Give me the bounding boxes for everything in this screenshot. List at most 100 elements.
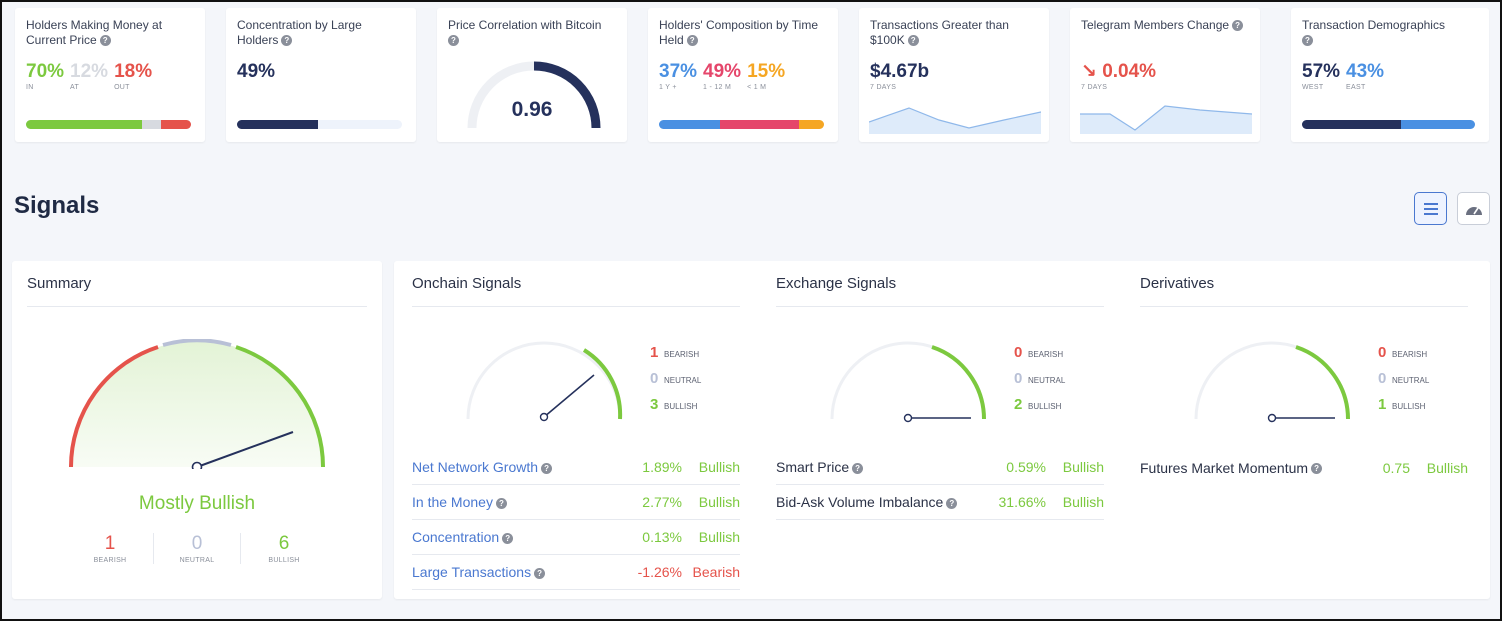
concentration-bar xyxy=(237,120,402,129)
signal-status: Bullish xyxy=(698,459,740,475)
signal-name[interactable]: Concentration xyxy=(412,529,500,545)
list-view-button[interactable] xyxy=(1414,192,1447,225)
holders-money-bar xyxy=(26,120,191,129)
exchange-neutral-count: 0 xyxy=(1014,370,1023,387)
signal-name[interactable]: Large Transactions xyxy=(412,564,532,580)
metric-card-correlation: Price Correlation with Bitcoin? 0.96 xyxy=(437,8,627,142)
signal-name[interactable]: Net Network Growth xyxy=(412,459,539,475)
signal-row-futures-market-momentum[interactable]: Futures Market Momentum? 0.75 Bullish xyxy=(1140,450,1468,485)
onchain-neutral-label: NEUTRAL xyxy=(664,376,702,385)
signal-row-bid-ask-volume-imbalance[interactable]: Bid-Ask Volume Imbalance? 31.66% Bullish xyxy=(776,485,1104,520)
east-label: EAST xyxy=(1346,84,1366,91)
signals-detail-card: Onchain Signals 1 BEARISH 0 NEUTRAL 3 BULLI… xyxy=(394,261,1490,599)
summary-neutral-count: 0 xyxy=(191,533,203,554)
metric-title: Holders' Composition by Time Held xyxy=(659,18,819,47)
signal-status: Bullish xyxy=(698,494,740,510)
signal-value: 31.66% xyxy=(998,494,1046,510)
signal-value: 0.13% xyxy=(642,529,682,545)
signal-status: Bullish xyxy=(1426,459,1468,476)
onchain-bullish-count: 3 xyxy=(650,396,659,413)
onchain-column: Onchain Signals 1 BEARISH 0 NEUTRAL 3 BULLI… xyxy=(412,275,740,590)
composition-1-12m-label: 1 - 12 M xyxy=(703,84,732,91)
exchange-bearish-label: BEARISH xyxy=(1028,350,1064,359)
help-icon[interactable]: ? xyxy=(541,462,553,474)
signal-value: 0.59% xyxy=(1006,459,1046,475)
signal-value: 2.77% xyxy=(642,494,682,510)
composition-1y-label: 1 Y + xyxy=(659,84,677,91)
onchain-gauge xyxy=(466,341,623,422)
signal-name: Smart Price xyxy=(776,459,850,475)
onchain-bullish-label: BULLISH xyxy=(664,402,698,411)
signal-status: Bearish xyxy=(692,564,740,580)
derivatives-bullish-count: 1 xyxy=(1378,396,1387,413)
composition-1-12m: 49% xyxy=(703,61,742,82)
summary-bullish-label: BULLISH xyxy=(268,557,300,564)
metric-title: Price Correlation with Bitcoin xyxy=(448,18,602,32)
help-icon[interactable]: ? xyxy=(99,35,111,47)
exchange-bullish-label: BULLISH xyxy=(1028,402,1062,411)
help-icon[interactable]: ? xyxy=(1232,20,1244,32)
help-icon[interactable]: ? xyxy=(852,462,864,474)
help-icon[interactable]: ? xyxy=(907,35,919,47)
at-label: AT xyxy=(70,84,80,91)
gauge-view-button[interactable] xyxy=(1457,192,1490,225)
help-icon[interactable]: ? xyxy=(534,567,546,579)
telegram-period: 7 DAYS xyxy=(1081,84,1108,91)
summary-card: Summary Mostly Bullish 1 BEARISH 0 NEUTR… xyxy=(12,261,382,599)
derivatives-gauge xyxy=(1194,341,1350,423)
help-icon[interactable]: ? xyxy=(495,497,507,509)
derivatives-neutral-count: 0 xyxy=(1378,370,1387,387)
composition-bar xyxy=(659,120,824,129)
exchange-gauge xyxy=(830,341,986,423)
onchain-neutral-count: 0 xyxy=(650,370,659,387)
signal-name: Bid-Ask Volume Imbalance xyxy=(776,494,944,510)
derivatives-bearish-label: BEARISH xyxy=(1392,350,1428,359)
exchange-title: Exchange Signals xyxy=(776,275,1104,307)
metric-title: Holders Making Money at Current Price xyxy=(26,18,163,47)
derivatives-bearish-count: 0 xyxy=(1378,344,1387,361)
onchain-title: Onchain Signals xyxy=(412,275,740,307)
help-icon[interactable]: ? xyxy=(946,497,958,509)
composition-1y: 37% xyxy=(659,61,698,82)
metric-card-transactions: Transactions Greater than $100K? $4.67b 7… xyxy=(859,8,1049,142)
signal-row-net-network-growth[interactable]: Net Network Growth? 1.89% Bullish xyxy=(412,450,740,485)
summary-gauge xyxy=(68,339,326,469)
metric-title: Telegram Members Change xyxy=(1081,18,1230,32)
onchain-bearish-count: 1 xyxy=(650,344,659,361)
demographics-bar xyxy=(1302,120,1475,129)
metric-card-demographics: Transaction Demographics? 57% WEST 43% EAS… xyxy=(1291,8,1489,142)
out-value: 18% xyxy=(114,61,153,82)
summary-bearish-count: 1 xyxy=(104,533,116,554)
summary-title: Summary xyxy=(27,275,367,307)
metric-card-composition: Holders' Composition by Time Held? 37% 1 … xyxy=(648,8,838,142)
correlation-value: 0.96 xyxy=(511,98,553,121)
metric-title: Concentration by Large Holders xyxy=(237,18,362,47)
signal-row-large-transactions[interactable]: Large Transactions? -1.26% Bearish xyxy=(412,555,740,590)
list-icon xyxy=(1423,202,1438,215)
signal-name[interactable]: In the Money xyxy=(412,494,493,510)
out-label: OUT xyxy=(114,84,130,91)
onchain-bearish-label: BEARISH xyxy=(664,350,700,359)
derivatives-title: Derivatives xyxy=(1140,275,1468,307)
west-label: WEST xyxy=(1302,84,1324,91)
metric-title: Transaction Demographics xyxy=(1302,18,1445,32)
help-icon[interactable]: ? xyxy=(1311,463,1323,475)
metric-card-telegram: Telegram Members Change? ↘ 0.04% 7 DAYS xyxy=(1070,8,1260,142)
help-icon[interactable]: ? xyxy=(448,35,459,47)
help-icon[interactable]: ? xyxy=(686,35,698,47)
signal-value: -1.26% xyxy=(637,564,682,580)
signal-row-smart-price[interactable]: Smart Price? 0.59% Bullish xyxy=(776,450,1104,485)
help-icon[interactable]: ? xyxy=(1302,35,1313,47)
help-icon[interactable]: ? xyxy=(281,35,293,47)
exchange-bearish-count: 0 xyxy=(1014,344,1023,361)
signal-row-concentration[interactable]: Concentration? 0.13% Bullish xyxy=(412,520,740,555)
signal-value: 0.75 xyxy=(1382,459,1410,476)
help-icon[interactable]: ? xyxy=(502,532,514,544)
metric-card-holders-money: Holders Making Money at Current Price? 7… xyxy=(15,8,205,142)
signal-value: 1.89% xyxy=(642,459,682,475)
metric-title: Transactions Greater than $100K xyxy=(870,18,1009,47)
signal-row-in-the-money[interactable]: In the Money? 2.77% Bullish xyxy=(412,485,740,520)
signal-status: Bullish xyxy=(698,529,740,545)
summary-bearish-label: BEARISH xyxy=(93,557,127,564)
correlation-gauge xyxy=(467,61,601,129)
